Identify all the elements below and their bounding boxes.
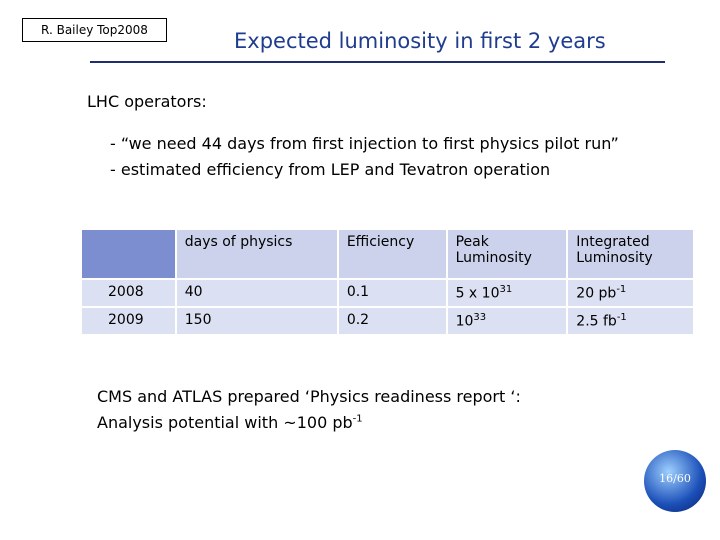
lumi-table: days of physics Efficiency Peak Luminosi… bbox=[80, 228, 695, 336]
cell: 0.2 bbox=[336, 306, 448, 336]
slide-title: Expected luminosity in first 2 years bbox=[234, 29, 606, 53]
value: 10 bbox=[455, 313, 474, 330]
value: 20 pb bbox=[576, 285, 617, 302]
cell: 0.1 bbox=[336, 278, 448, 308]
year: 2009 bbox=[80, 306, 177, 336]
cell: 150 bbox=[174, 306, 339, 336]
year: 2008 bbox=[80, 278, 177, 308]
title-rule bbox=[90, 61, 665, 63]
bullet: - estimated efficiency from LEP and Teva… bbox=[110, 160, 551, 179]
header-cell: days of physics bbox=[174, 228, 339, 280]
header-cell: Peak Luminosity bbox=[445, 228, 569, 280]
author-tag: R. Bailey Top2008 bbox=[22, 18, 167, 42]
bullet: - “we need 44 days from first injection … bbox=[110, 134, 619, 153]
header-row: days of physics Efficiency Peak Luminosi… bbox=[80, 228, 695, 280]
cell: 20 pb-1 bbox=[566, 278, 695, 308]
cell: 1033 bbox=[445, 306, 569, 336]
page-number: 16/60 bbox=[659, 472, 691, 485]
value: 5 x 10 bbox=[455, 285, 500, 302]
value: 2.5 fb bbox=[576, 313, 617, 330]
exponent: -1 bbox=[352, 413, 363, 425]
cell: 5 x 1031 bbox=[445, 278, 569, 308]
note-text: Analysis potential with ~100 pb bbox=[97, 413, 353, 432]
cell: 40 bbox=[174, 278, 339, 308]
corner-cell bbox=[80, 228, 177, 280]
page-badge bbox=[644, 450, 706, 512]
exponent: 33 bbox=[473, 312, 487, 323]
row: 2008 40 0.1 5 x 1031 20 pb-1 bbox=[80, 278, 695, 308]
exponent: -1 bbox=[616, 312, 627, 323]
row: 2009 150 0.2 1033 2.5 fb-1 bbox=[80, 306, 695, 336]
exponent: 31 bbox=[499, 284, 513, 295]
header-cell: Efficiency bbox=[336, 228, 448, 280]
header-cell: Integrated Luminosity bbox=[566, 228, 695, 280]
exponent: -1 bbox=[616, 284, 627, 295]
intro: LHC operators: bbox=[87, 92, 207, 111]
cell: 2.5 fb-1 bbox=[566, 306, 695, 336]
note: CMS and ATLAS prepared ‘Physics readines… bbox=[97, 387, 521, 406]
note: Analysis potential with ~100 pb-1 bbox=[97, 413, 363, 432]
